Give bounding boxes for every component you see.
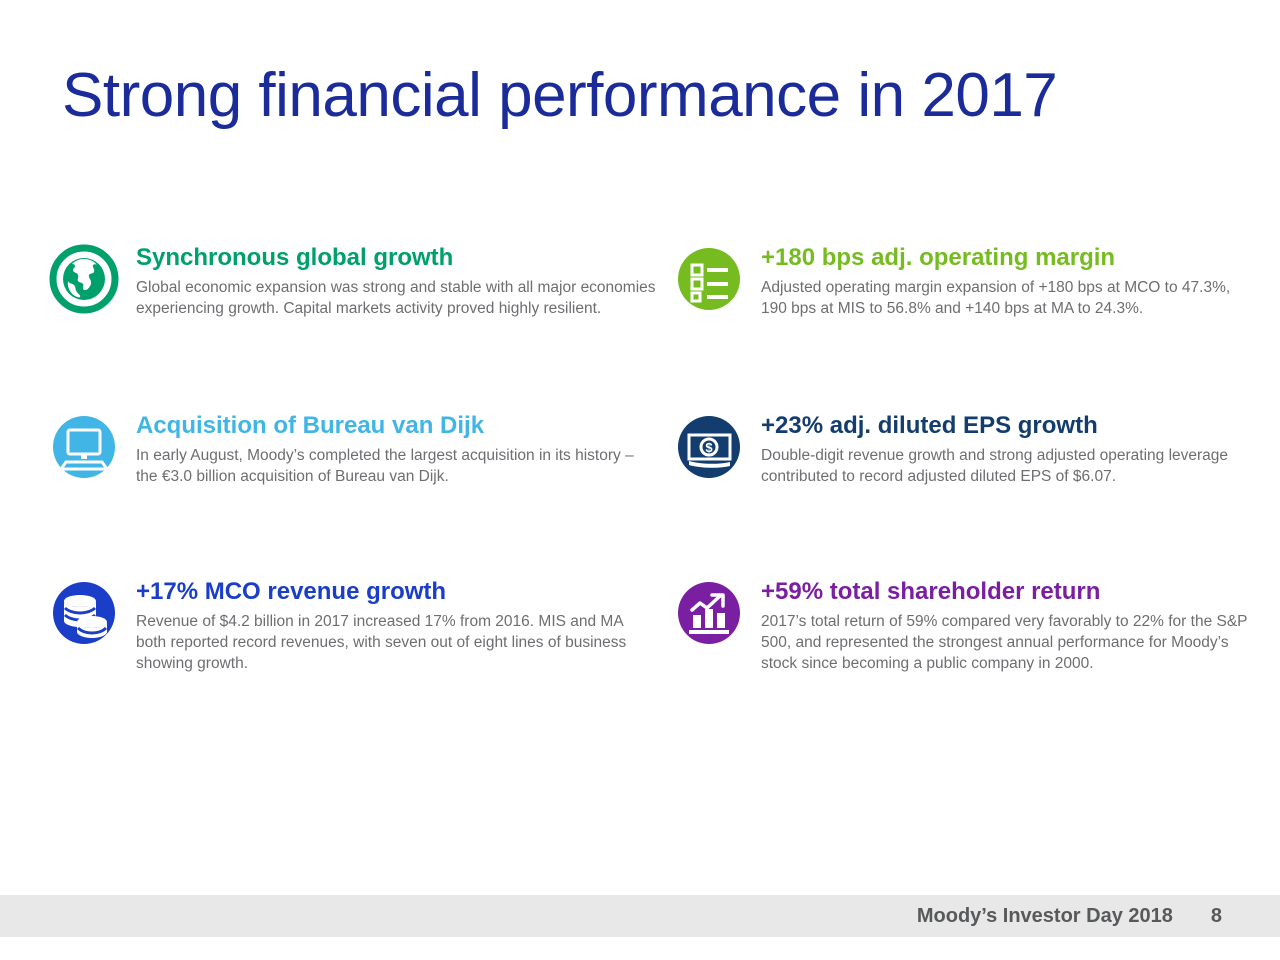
svg-text:$: $ (705, 440, 713, 455)
bar-chart-arrow-icon (673, 577, 745, 649)
content-row-2: Acquisition of Bureau van Dijk In early … (48, 411, 1248, 577)
highlight-block-synchronous-global-growth: Synchronous global growth Global economi… (48, 243, 673, 411)
globe-icon (48, 243, 120, 315)
highlight-block-operating-margin: +180 bps adj. operating margin Adjusted … (673, 243, 1248, 411)
block-text: +180 bps adj. operating margin Adjusted … (761, 243, 1248, 319)
block-text: +23% adj. diluted EPS growth Double-digi… (761, 411, 1248, 487)
footer-content: Moody’s Investor Day 2018 8 (917, 895, 1280, 937)
block-text: Acquisition of Bureau van Dijk In early … (136, 411, 657, 487)
computer-icon (48, 411, 120, 483)
checklist-icon (673, 243, 745, 315)
footer-event-label: Moody’s Investor Day 2018 (916, 904, 1173, 927)
block-heading: Synchronous global growth (136, 244, 454, 271)
content-grid: Synchronous global growth Global economi… (48, 243, 1248, 757)
footer-bar: Moody’s Investor Day 2018 8 (0, 895, 1280, 937)
block-heading: +17% MCO revenue growth (136, 578, 447, 605)
highlight-block-bureau-van-dijk: Acquisition of Bureau van Dijk In early … (48, 411, 673, 577)
block-body: Double-digit revenue growth and strong a… (761, 446, 1229, 485)
block-body: 2017’s total return of 59% compared very… (761, 612, 1248, 673)
block-heading: +59% total shareholder return (761, 578, 1101, 605)
highlight-block-mco-revenue-growth: +17% MCO revenue growth Revenue of $4.2 … (48, 577, 673, 757)
block-body: Global economic expansion was strong and… (136, 278, 656, 317)
block-body: In early August, Moody’s completed the l… (136, 446, 634, 485)
highlight-block-shareholder-return: +59% total shareholder return 2017’s tot… (673, 577, 1248, 757)
block-body: Adjusted operating margin expansion of +… (761, 278, 1231, 317)
page-title: Strong financial performance in 2017 (62, 61, 1058, 130)
slide-page-number: 8 (1210, 904, 1222, 927)
block-body: Revenue of $4.2 billion in 2017 increase… (136, 612, 627, 673)
block-text: +59% total shareholder return 2017’s tot… (761, 577, 1248, 675)
block-heading: +180 bps adj. operating margin (761, 244, 1116, 271)
block-heading: Acquisition of Bureau van Dijk (136, 412, 485, 439)
banknote-dollar-icon: $ (673, 411, 745, 483)
block-heading: +23% adj. diluted EPS growth (761, 412, 1098, 439)
content-row-1: Synchronous global growth Global economi… (48, 243, 1248, 411)
coins-icon (48, 577, 120, 649)
content-row-3: +17% MCO revenue growth Revenue of $4.2 … (48, 577, 1248, 757)
block-text: +17% MCO revenue growth Revenue of $4.2 … (136, 577, 657, 675)
highlight-block-eps-growth: $ +23% adj. diluted EPS growth Double-di… (673, 411, 1248, 577)
block-text: Synchronous global growth Global economi… (136, 243, 657, 319)
